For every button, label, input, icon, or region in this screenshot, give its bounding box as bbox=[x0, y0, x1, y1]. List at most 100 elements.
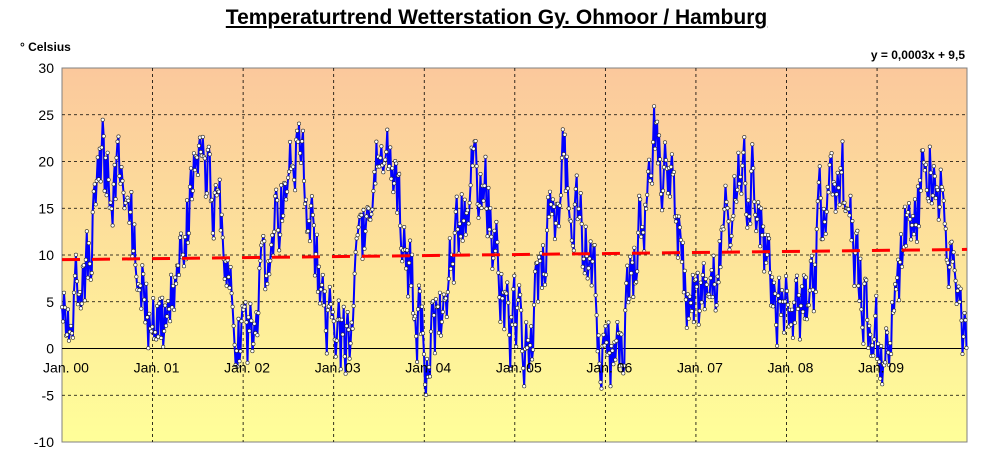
temperature-point bbox=[518, 292, 523, 297]
temperature-point bbox=[327, 284, 332, 289]
temperature-point bbox=[162, 329, 167, 334]
temperature-point bbox=[536, 255, 541, 260]
temperature-point bbox=[624, 281, 629, 286]
y-tick-label: 15 bbox=[38, 200, 54, 216]
temperature-point bbox=[840, 139, 845, 144]
temperature-point bbox=[439, 319, 444, 324]
temperature-point bbox=[648, 178, 653, 183]
temperature-point bbox=[230, 304, 235, 309]
temperature-point bbox=[126, 198, 131, 203]
temperature-point bbox=[118, 181, 123, 186]
temperature-point bbox=[238, 349, 243, 354]
temperature-point bbox=[945, 260, 950, 265]
temperature-point bbox=[645, 192, 650, 197]
temperature-point bbox=[317, 301, 322, 306]
temperature-point bbox=[203, 194, 208, 199]
temperature-point bbox=[694, 284, 699, 289]
temperature-point bbox=[741, 150, 746, 155]
temperature-point bbox=[217, 177, 222, 182]
temperature-point bbox=[917, 178, 922, 183]
temperature-point bbox=[878, 376, 883, 381]
temperature-point bbox=[198, 150, 203, 155]
temperature-point bbox=[494, 219, 499, 224]
temperature-point bbox=[632, 245, 637, 250]
temperature-point bbox=[166, 298, 171, 303]
temperature-point bbox=[779, 288, 784, 293]
temperature-point bbox=[947, 265, 952, 270]
temperature-point bbox=[159, 335, 164, 340]
temperature-point bbox=[611, 362, 616, 367]
temperature-point bbox=[782, 299, 787, 304]
temperature-point bbox=[865, 317, 870, 322]
temperature-point bbox=[764, 260, 769, 265]
temperature-point bbox=[92, 182, 97, 187]
temperature-point bbox=[411, 311, 416, 316]
temperature-point bbox=[552, 237, 557, 242]
temperature-point bbox=[675, 255, 680, 260]
temperature-point bbox=[788, 322, 793, 327]
temperature-point bbox=[926, 199, 931, 204]
temperature-point bbox=[69, 331, 74, 336]
temperature-point bbox=[216, 189, 221, 194]
temperature-point bbox=[615, 319, 620, 324]
temperature-point bbox=[751, 166, 756, 171]
temperature-point bbox=[753, 212, 758, 217]
temperature-point bbox=[808, 258, 813, 263]
temperature-point bbox=[630, 260, 635, 265]
temperature-point bbox=[847, 213, 852, 218]
temperature-point bbox=[565, 186, 570, 191]
temperature-point bbox=[557, 203, 562, 208]
temperature-point bbox=[592, 243, 597, 248]
temperature-point bbox=[852, 283, 857, 288]
temperature-point bbox=[941, 198, 946, 203]
temperature-point bbox=[295, 139, 300, 144]
temperature-point bbox=[369, 212, 374, 217]
temperature-point bbox=[112, 162, 117, 167]
temperature-point bbox=[391, 190, 396, 195]
temperature-point bbox=[867, 323, 872, 328]
temperature-point bbox=[151, 296, 156, 301]
temperature-point bbox=[861, 341, 866, 346]
temperature-point bbox=[100, 117, 105, 122]
temperature-point bbox=[877, 359, 882, 364]
temperature-point bbox=[641, 230, 646, 235]
temperature-point bbox=[333, 354, 338, 359]
temperature-point bbox=[499, 271, 504, 276]
temperature-point bbox=[164, 323, 169, 328]
temperature-point bbox=[601, 332, 606, 337]
temperature-point bbox=[109, 206, 114, 211]
temperature-point bbox=[236, 316, 241, 321]
temperature-point bbox=[929, 201, 934, 206]
temperature-point bbox=[141, 271, 146, 276]
temperature-point bbox=[748, 221, 753, 226]
temperature-point bbox=[687, 294, 692, 299]
temperature-point bbox=[424, 356, 429, 361]
temperature-point bbox=[87, 261, 92, 266]
temperature-point bbox=[416, 283, 421, 288]
y-tick-label: -5 bbox=[42, 387, 55, 403]
temperature-point bbox=[560, 127, 565, 132]
temperature-point bbox=[570, 243, 575, 248]
temperature-point bbox=[964, 345, 969, 350]
temperature-point bbox=[817, 164, 822, 169]
temperature-point bbox=[235, 364, 240, 369]
y-tick-label: 20 bbox=[38, 154, 54, 170]
temperature-point bbox=[467, 200, 472, 205]
x-tick-label: Jan. 03 bbox=[315, 360, 361, 376]
temperature-point bbox=[417, 289, 422, 294]
temperature-point bbox=[897, 298, 902, 303]
temperature-point bbox=[662, 140, 667, 145]
temperature-point bbox=[395, 210, 400, 215]
temperature-point bbox=[284, 197, 289, 202]
temperature-point bbox=[431, 313, 436, 318]
temperature-point bbox=[546, 214, 551, 219]
temperature-point bbox=[909, 223, 914, 228]
temperature-point bbox=[303, 197, 308, 202]
temperature-point bbox=[492, 228, 497, 233]
temperature-point bbox=[811, 309, 816, 314]
temperature-point bbox=[490, 266, 495, 271]
temperature-point bbox=[914, 239, 919, 244]
x-tick-label: Jan. 05 bbox=[496, 360, 542, 376]
temperature-point bbox=[960, 351, 965, 356]
temperature-point bbox=[351, 303, 356, 308]
